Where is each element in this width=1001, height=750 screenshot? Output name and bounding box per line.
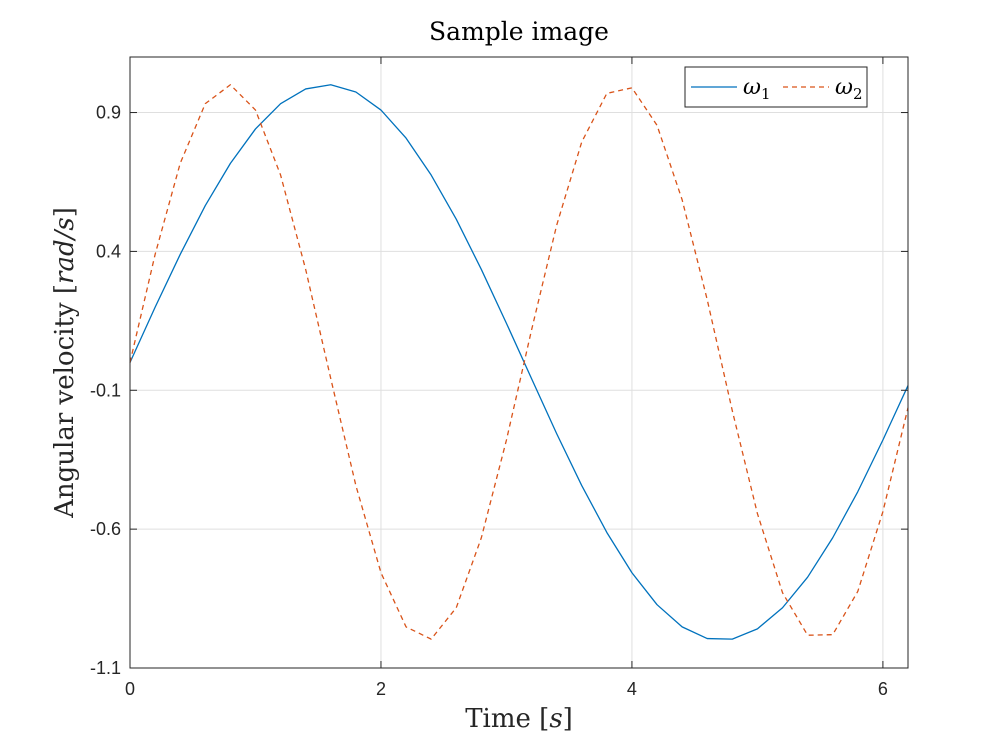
- x-axis-label-close: ]: [563, 704, 573, 734]
- x-axis-label-unit: s: [549, 704, 562, 734]
- chart-title: Sample image: [429, 17, 609, 46]
- grid: [129, 57, 908, 669]
- axes-box: [129, 56, 909, 669]
- legend-label-subscript: 1: [761, 85, 771, 103]
- x-tick-label: 0: [125, 679, 135, 699]
- y-axis-label-unit: rad/s: [50, 217, 80, 284]
- legend-box: [684, 66, 868, 108]
- x-tick-label: 4: [627, 679, 637, 699]
- y-tick-label: -1.1: [90, 658, 121, 678]
- y-tick-label: 0.9: [96, 103, 121, 123]
- y-axis-label-prefix: Angular velocity: [50, 294, 80, 519]
- y-axis-label-close: ]: [50, 207, 80, 217]
- y-tick-label: -0.1: [90, 380, 121, 400]
- x-axis-label-prefix: Time: [465, 704, 539, 734]
- x-axis-label-open: [: [539, 704, 549, 734]
- ticks: 0 2 4 6 -1.1 -0.6 -0.1 0.4 0.9: [90, 57, 908, 699]
- x-axis-label: Time [s]: [465, 704, 573, 734]
- y-axis-label: Angular velocity [rad/s]: [50, 207, 80, 519]
- y-axis-label-open: [: [50, 284, 80, 294]
- y-tick-label: 0.4: [96, 241, 121, 261]
- x-tick-label: 2: [376, 679, 386, 699]
- y-tick-label: -0.6: [90, 519, 121, 539]
- series-line-1: [129, 84, 909, 640]
- legend: ω1 ω2: [684, 66, 868, 108]
- legend-label-subscript: 2: [853, 85, 863, 103]
- plot-area: [130, 57, 908, 668]
- x-tick-label: 6: [878, 679, 888, 699]
- series-layer: [129, 84, 909, 640]
